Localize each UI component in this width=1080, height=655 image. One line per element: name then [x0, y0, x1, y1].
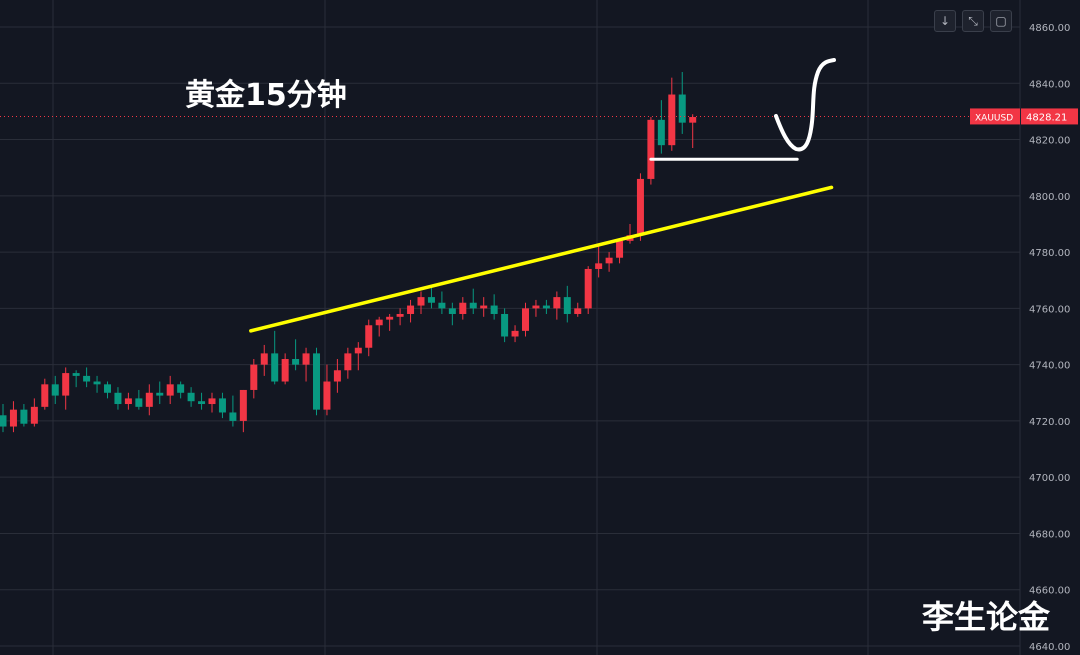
chart-title: 黄金15分钟 — [185, 78, 347, 113]
candle-body — [156, 392, 164, 396]
candle-body — [344, 353, 352, 371]
candle-body — [93, 381, 101, 385]
arrow-down-icon[interactable]: ↓ — [934, 10, 956, 32]
candle-body — [229, 412, 237, 421]
candle-body — [51, 384, 59, 396]
candle-body — [459, 302, 467, 314]
candle-body — [427, 297, 435, 303]
candle-body — [396, 313, 404, 317]
candle-body — [83, 375, 91, 382]
chart-toolbar: ↓ ⤡ ▢ — [934, 10, 1012, 32]
candle-body — [333, 370, 341, 382]
y-tick-label: 4840.00 — [1029, 79, 1070, 90]
candle-body — [365, 325, 373, 348]
symbol-badge — [970, 108, 1020, 125]
candle-body — [41, 384, 49, 407]
y-tick-label: 4820.00 — [1029, 136, 1070, 147]
candle-body — [30, 406, 38, 424]
candle-body — [292, 359, 300, 365]
candle-body — [522, 308, 529, 331]
candle-body — [313, 353, 320, 410]
candle-body — [563, 297, 571, 314]
candle-body — [72, 373, 80, 376]
candle-body — [187, 392, 195, 402]
candle-body — [260, 353, 268, 365]
candle-body — [145, 392, 153, 407]
candle-body — [448, 308, 456, 314]
candle-body — [616, 240, 624, 258]
candle-body — [553, 297, 561, 309]
y-tick-label: 4780.00 — [1029, 248, 1070, 259]
candle-body — [198, 401, 206, 405]
candle-body — [124, 398, 132, 405]
candle-body — [375, 319, 383, 326]
candle-body — [271, 353, 279, 382]
candles — [0, 72, 697, 433]
candle-body — [9, 409, 17, 427]
candle-body — [574, 308, 582, 314]
candle-body — [323, 381, 331, 410]
candle-body — [250, 364, 258, 390]
y-tick-label: 4660.00 — [1029, 586, 1070, 597]
candle-body — [647, 119, 655, 179]
candle-body — [511, 330, 519, 337]
candle-body — [20, 409, 28, 424]
candle-body — [657, 119, 665, 146]
candle-body — [281, 359, 289, 382]
candle-body — [469, 302, 477, 309]
candle-body — [438, 302, 446, 309]
candle-body — [689, 117, 697, 123]
zoom-fit-icon[interactable]: ⤡ — [962, 10, 984, 32]
watermark: 李生论金 — [922, 598, 1051, 636]
candle-body — [668, 94, 676, 146]
candle-body — [605, 257, 613, 264]
candle-body — [239, 389, 247, 421]
candle-body — [114, 392, 122, 405]
candle-body — [386, 316, 394, 320]
fullscreen-icon[interactable]: ▢ — [990, 10, 1012, 32]
y-tick-label: 4720.00 — [1029, 417, 1070, 428]
candle-body — [177, 384, 185, 393]
candle-body — [302, 353, 310, 365]
y-tick-label: 4740.00 — [1029, 361, 1070, 372]
candle-body — [542, 305, 550, 309]
candle-body — [104, 384, 111, 393]
y-tick-label: 4760.00 — [1029, 304, 1070, 315]
candle-body — [417, 297, 425, 306]
candle-body — [166, 384, 174, 396]
candle-body — [490, 305, 498, 314]
y-tick-label: 4680.00 — [1029, 529, 1070, 540]
candle-body — [354, 347, 362, 354]
candle-body — [218, 398, 226, 413]
candle-body — [501, 313, 509, 337]
candle-body — [584, 268, 592, 309]
candle-body — [636, 178, 644, 236]
y-tick-label: 4700.00 — [1029, 473, 1070, 484]
y-tick-label: 4640.00 — [1029, 642, 1070, 653]
candle-body — [208, 398, 216, 405]
candle-body — [407, 305, 415, 314]
grid — [0, 0, 1020, 655]
candle-body — [532, 305, 540, 309]
y-tick-label: 4860.00 — [1029, 23, 1070, 34]
candle-body — [135, 398, 143, 407]
drawings — [0, 115, 1020, 333]
last-price-badge — [1021, 108, 1078, 125]
candle-body — [0, 415, 7, 427]
candle-body — [62, 373, 70, 396]
candle-body — [595, 263, 603, 269]
symbol-label: XAUUSD — [975, 113, 1013, 123]
price-axis[interactable]: 4640.00 4660.00 4680.00 4700.00 4720.00 4740.… — [970, 0, 1078, 655]
candle-body — [480, 305, 488, 309]
checkmark-drawing — [774, 58, 836, 152]
trendline — [249, 185, 834, 333]
last-price-label: 4828.21 — [1026, 112, 1067, 123]
y-tick-label: 4800.00 — [1029, 192, 1070, 203]
candle-body — [678, 94, 686, 123]
